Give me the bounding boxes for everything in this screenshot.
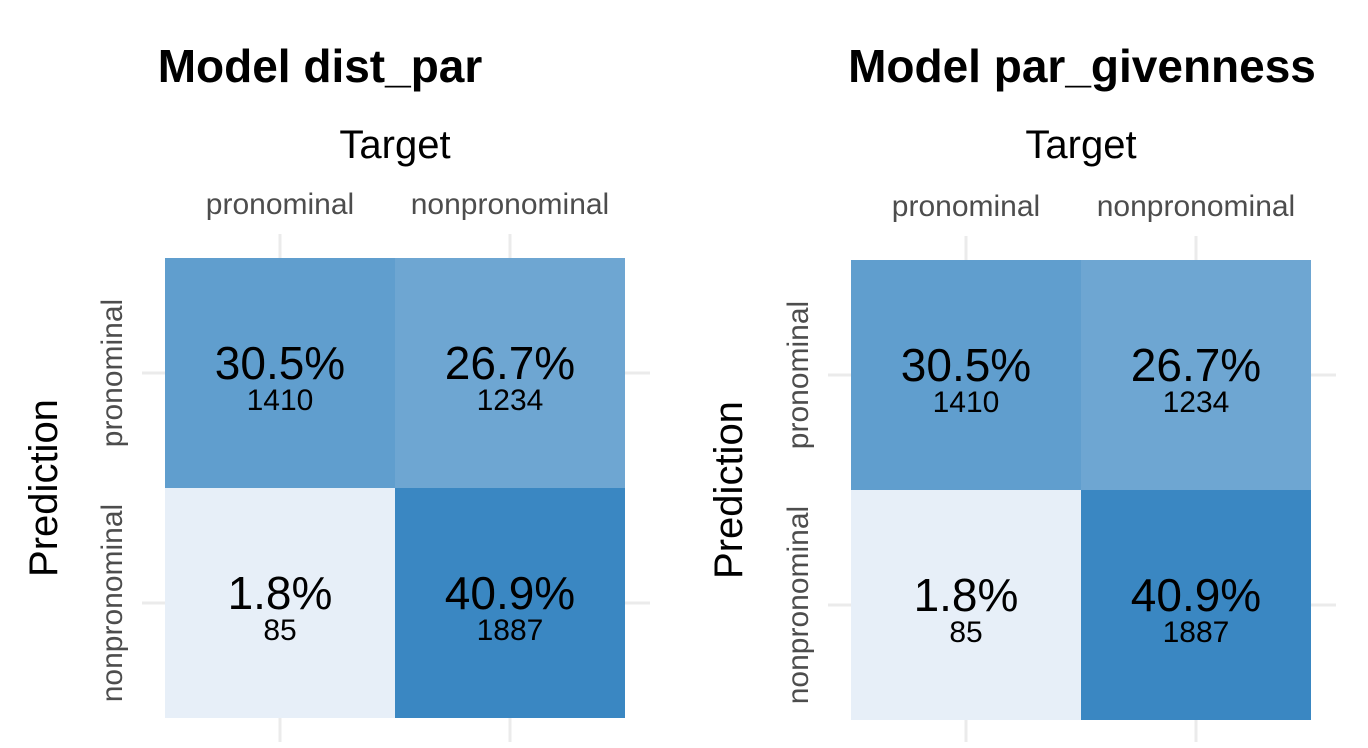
heatmap-cell [1081, 260, 1311, 490]
panel-title: Model dist_par [158, 40, 483, 92]
cell-count-label: 1410 [247, 384, 314, 417]
y-axis-title: Prediction [707, 401, 751, 579]
cell-percent-label: 1.8% [914, 569, 1019, 621]
cell-count-label: 1234 [477, 384, 544, 417]
y-tick-label: nonpronominal [782, 506, 815, 704]
heatmap-cell [851, 260, 1081, 490]
heatmap-cell [1081, 490, 1311, 720]
chart-panel-2: 30.5%1410 26.7%1234 1.8%85 40.9%1887 Model p… [707, 40, 1336, 742]
heatmap-cell [395, 258, 625, 488]
heatmap-cell [165, 488, 395, 718]
cell-percent-label: 40.9% [445, 567, 575, 619]
heatmap-cell [165, 258, 395, 488]
cell-percent-label: 26.7% [445, 337, 575, 389]
cell-count-label: 1234 [1163, 386, 1230, 419]
x-tick-label: pronominal [206, 188, 354, 221]
cell-percent-label: 30.5% [901, 339, 1031, 391]
x-tick-label: nonpronominal [1097, 190, 1295, 223]
cell-count-label: 85 [949, 616, 982, 649]
cell-percent-label: 40.9% [1131, 569, 1261, 621]
y-tick-label: pronominal [96, 299, 129, 447]
cell-count-label: 1887 [1163, 616, 1230, 649]
x-axis-title: Target [339, 123, 450, 167]
cell-count-label: 1887 [477, 614, 544, 647]
heatmap-cell [395, 488, 625, 718]
x-axis-title: Target [1025, 123, 1136, 167]
cell-percent-label: 1.8% [228, 567, 333, 619]
x-tick-label: pronominal [892, 190, 1040, 223]
chart-panel-1: 30.5%1410 26.7%1234 1.8%85 40.9%1887 Model d… [22, 40, 650, 742]
y-tick-label: nonpronominal [96, 504, 129, 702]
x-tick-label: nonpronominal [411, 188, 609, 221]
cell-percent-label: 26.7% [1131, 339, 1261, 391]
cell-count-label: 85 [263, 614, 296, 647]
y-tick-label: pronominal [782, 301, 815, 449]
cell-count-label: 1410 [933, 386, 1000, 419]
cell-percent-label: 30.5% [215, 337, 345, 389]
heatmap-cell [851, 490, 1081, 720]
panel-title: Model par_givenness [848, 40, 1316, 92]
y-axis-title: Prediction [22, 399, 66, 577]
